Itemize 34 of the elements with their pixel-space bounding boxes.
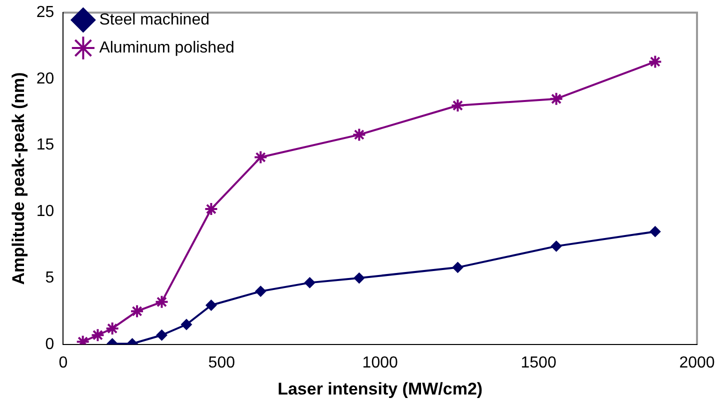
x-tick-label: 1500 [520,354,556,372]
x-tick-label: 500 [208,354,236,372]
point [204,202,218,216]
point [154,294,169,309]
y-tick-label: 25 [36,4,54,22]
x-tick-label: 0 [58,354,68,372]
point [450,98,465,113]
y-tick-label: 15 [36,136,54,154]
point [650,226,661,238]
legend-label: Aluminum polished [99,39,234,56]
y-tick-label: 10 [36,203,54,220]
point [304,277,316,288]
point [255,286,266,297]
point [180,318,192,330]
point [254,150,268,164]
x-tick-label: 2000 [679,354,715,372]
y-tick-label: 0 [45,336,54,353]
point [105,321,120,336]
point [90,328,105,342]
y-tick-label: 20 [36,70,54,88]
point [156,330,168,341]
point [648,54,662,69]
y-axis-title: Amplitude peak-peak (nm) [8,72,28,285]
y-tick-label: 5 [45,269,54,286]
point [354,272,365,284]
point [130,304,144,318]
point [452,262,464,273]
point [549,92,564,106]
legend-label: Steel machined [99,11,210,28]
point [352,128,366,142]
point [206,300,217,311]
x-tick-label: 1000 [362,354,398,372]
point [550,240,562,252]
x-axis-title: Laser intensity (MW/cm2) [278,379,483,398]
